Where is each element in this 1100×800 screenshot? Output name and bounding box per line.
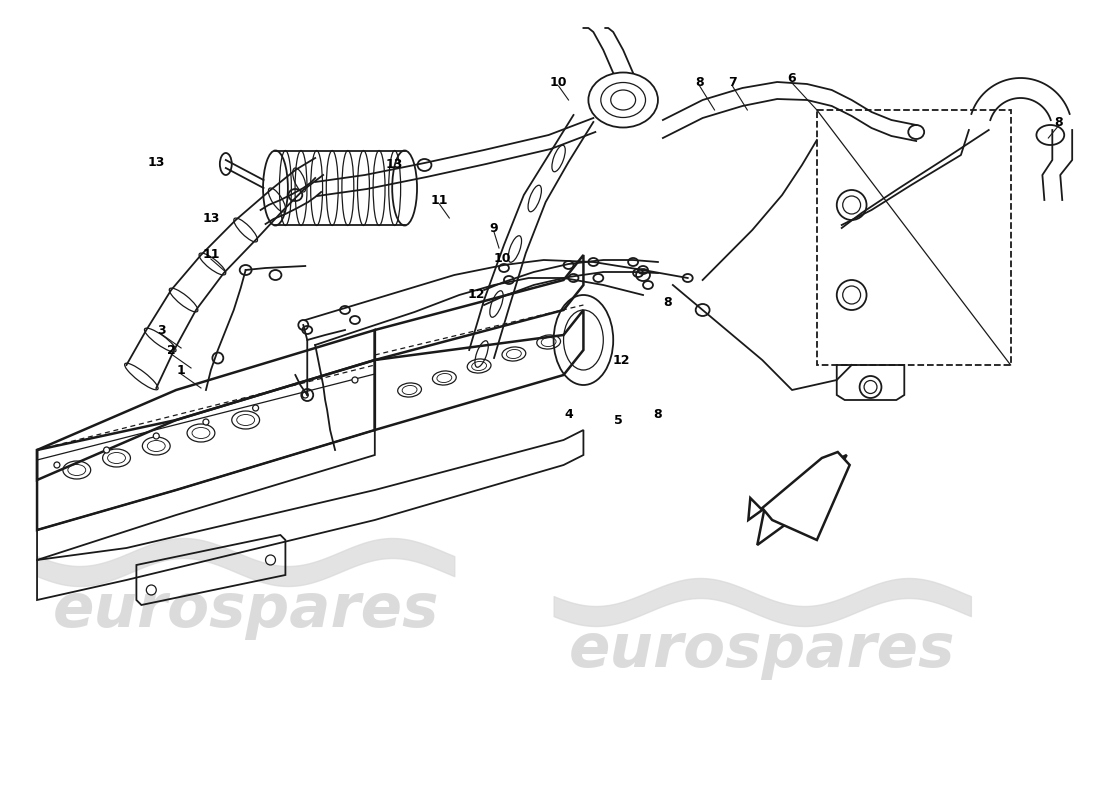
Text: 9: 9 xyxy=(490,222,498,234)
Circle shape xyxy=(253,405,258,411)
Text: 8: 8 xyxy=(663,295,672,309)
Text: 8: 8 xyxy=(1054,115,1063,129)
Text: eurospares: eurospares xyxy=(569,621,956,679)
Text: 10: 10 xyxy=(493,251,510,265)
Polygon shape xyxy=(748,498,762,520)
Circle shape xyxy=(103,447,110,453)
Text: 12: 12 xyxy=(613,354,630,366)
Text: 1: 1 xyxy=(177,363,186,377)
Polygon shape xyxy=(757,455,847,545)
Text: 2: 2 xyxy=(167,343,176,357)
Text: 13: 13 xyxy=(147,155,165,169)
Text: 7: 7 xyxy=(728,75,737,89)
Text: 8: 8 xyxy=(653,409,662,422)
Circle shape xyxy=(204,419,209,425)
Text: 6: 6 xyxy=(788,71,796,85)
Text: 8: 8 xyxy=(695,75,704,89)
Text: 5: 5 xyxy=(614,414,623,426)
Circle shape xyxy=(352,377,358,383)
Text: 3: 3 xyxy=(157,323,165,337)
Polygon shape xyxy=(762,452,849,540)
Text: 13: 13 xyxy=(202,211,220,225)
Circle shape xyxy=(54,462,59,468)
Text: 13: 13 xyxy=(386,158,404,171)
Circle shape xyxy=(302,392,308,398)
Text: 12: 12 xyxy=(468,289,485,302)
Text: 10: 10 xyxy=(550,75,568,89)
Text: eurospares: eurospares xyxy=(53,581,439,639)
Text: 11: 11 xyxy=(202,249,220,262)
Text: 4: 4 xyxy=(564,409,573,422)
Circle shape xyxy=(153,433,159,439)
Text: 11: 11 xyxy=(430,194,448,206)
